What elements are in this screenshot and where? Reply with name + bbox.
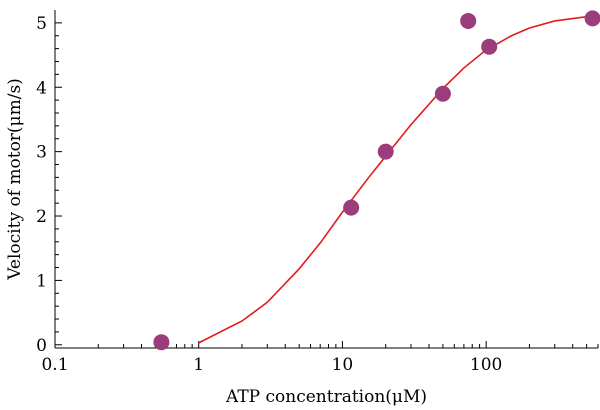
y-tick-label: 1 <box>36 271 47 291</box>
y-ticks: 0 1 2 3 4 5 <box>36 14 62 356</box>
y-tick-label: 0 <box>36 336 47 356</box>
x-tick-label: 1 <box>193 355 204 375</box>
x-tick-label: 0.1 <box>41 355 68 375</box>
data-point <box>460 12 477 29</box>
x-tick-label: 100 <box>470 355 502 375</box>
fit-curve <box>198 14 599 344</box>
data-point <box>343 199 360 216</box>
axes <box>54 10 598 349</box>
data-point <box>584 10 600 27</box>
y-tick-label: 5 <box>36 14 47 34</box>
data-point <box>434 85 451 102</box>
y-tick-label: 3 <box>36 143 47 163</box>
y-axis-title: Velocity of motor(μm/s) <box>5 78 25 281</box>
series-layer <box>153 10 600 351</box>
x-tick-label: 10 <box>332 355 354 375</box>
y-tick-label: 2 <box>36 207 47 227</box>
x-ticks: 0.1 1 10 100 <box>41 341 599 375</box>
y-tick-label: 4 <box>36 78 47 98</box>
data-point <box>377 143 394 160</box>
x-axis-title: ATP concentration(μM) <box>225 387 427 407</box>
data-point <box>481 38 498 55</box>
data-point <box>153 334 170 351</box>
